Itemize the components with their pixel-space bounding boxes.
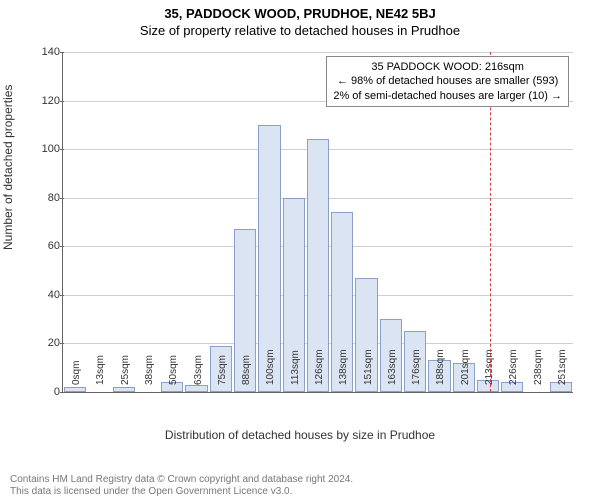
gridline — [63, 52, 573, 53]
chart-title-desc: Size of property relative to detached ho… — [0, 21, 600, 38]
x-tick-label: 138sqm — [338, 349, 349, 385]
x-tick-label: 25sqm — [120, 355, 131, 385]
chart-container: Number of detached properties 0sqm13sqm2… — [0, 40, 600, 460]
y-tick-label: 60 — [20, 240, 60, 252]
y-tick-label: 0 — [20, 386, 60, 398]
x-tick-label: 75sqm — [217, 355, 228, 385]
attribution-footer: Contains HM Land Registry data © Crown c… — [10, 474, 353, 498]
y-tick-label: 20 — [20, 337, 60, 349]
y-tick-label: 100 — [20, 143, 60, 155]
x-tick-label: 100sqm — [265, 349, 276, 385]
y-tick-label: 140 — [20, 46, 60, 58]
annotation-line: ← 98% of detached houses are smaller (59… — [333, 74, 562, 88]
x-tick-label: 201sqm — [460, 349, 471, 385]
x-tick-label: 126sqm — [314, 349, 325, 385]
y-tick-label: 40 — [20, 289, 60, 301]
footer-line-1: Contains HM Land Registry data © Crown c… — [10, 474, 353, 486]
x-tick-label: 176sqm — [411, 349, 422, 385]
x-tick-label: 38sqm — [144, 355, 155, 385]
x-tick-label: 13sqm — [95, 355, 106, 385]
x-tick-label: 63sqm — [193, 355, 204, 385]
footer-line-2: This data is licensed under the Open Gov… — [10, 486, 353, 498]
x-tick-label: 188sqm — [435, 349, 446, 385]
y-tick-label: 120 — [20, 95, 60, 107]
x-tick-label: 163sqm — [387, 349, 398, 385]
x-axis-label: Distribution of detached houses by size … — [0, 428, 600, 442]
x-tick-label: 50sqm — [168, 355, 179, 385]
x-tick-label: 0sqm — [71, 361, 82, 385]
x-tick-label: 88sqm — [241, 355, 252, 385]
histogram-bar — [185, 385, 207, 392]
y-tick-label: 80 — [20, 192, 60, 204]
x-tick-label: 151sqm — [363, 349, 374, 385]
chart-title-address: 35, PADDOCK WOOD, PRUDHOE, NE42 5BJ — [0, 0, 600, 21]
x-tick-label: 113sqm — [290, 350, 301, 385]
annotation-line: 35 PADDOCK WOOD: 216sqm — [333, 60, 562, 74]
plot-area: 0sqm 13sqm 25sqm 38sqm 50sqm 63sqm 75sqm 88sqm 1… — [62, 52, 573, 393]
x-tick-label: 238sqm — [533, 349, 544, 385]
x-tick-label: 251sqm — [557, 349, 568, 385]
x-tick-label: 226sqm — [508, 349, 519, 385]
annotation-box: 35 PADDOCK WOOD: 216sqm← 98% of detached… — [326, 56, 569, 107]
annotation-line: 2% of semi-detached houses are larger (1… — [333, 89, 562, 103]
histogram-bar — [64, 387, 86, 392]
histogram-bar — [113, 387, 135, 392]
